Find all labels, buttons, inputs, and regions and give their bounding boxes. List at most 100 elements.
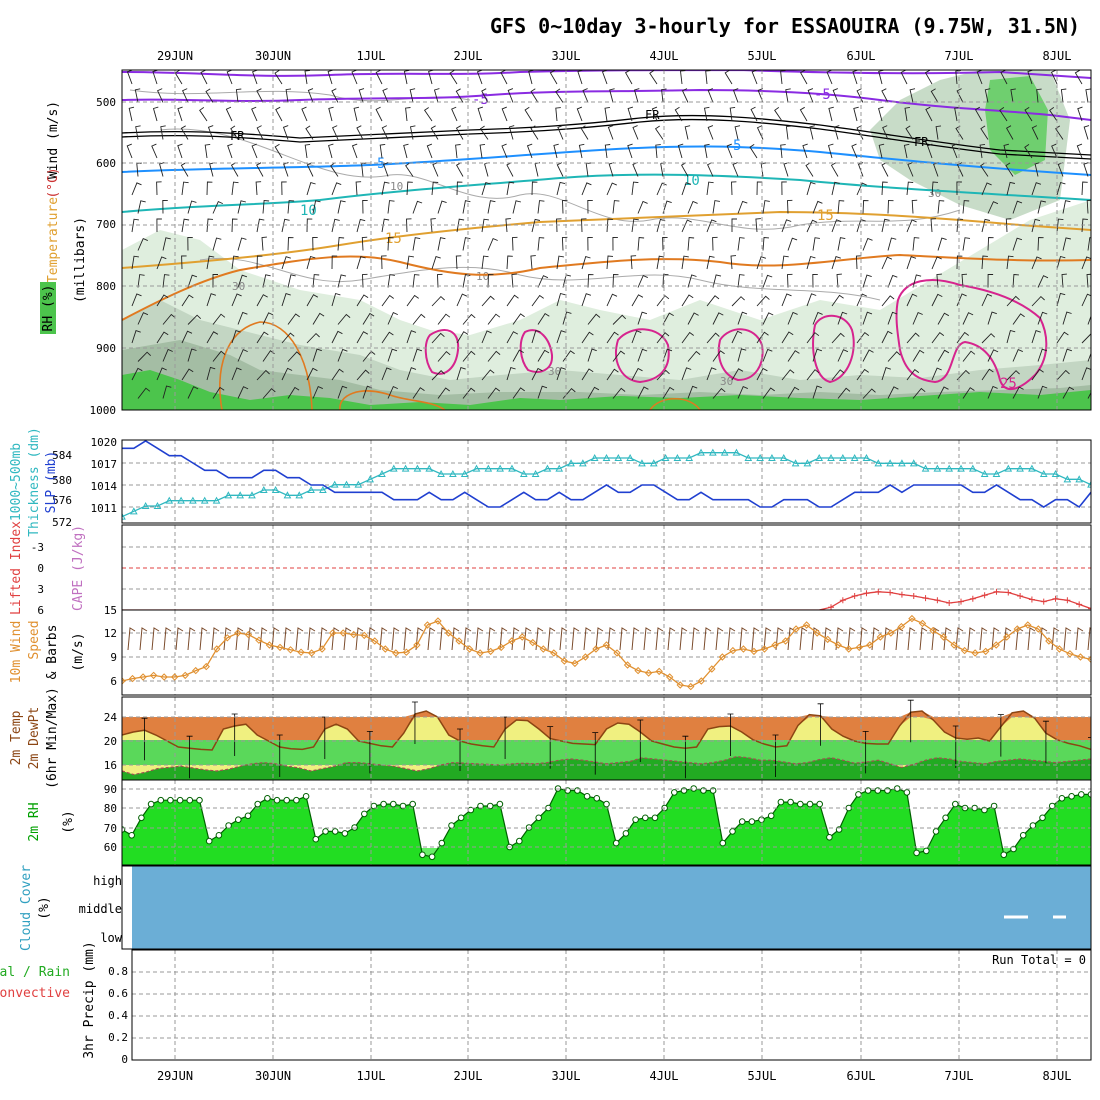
- rh-tick: 80: [104, 802, 117, 815]
- upper-barb: [956, 218, 964, 233]
- upper-barb: [283, 162, 289, 177]
- thickness-point: [319, 485, 327, 493]
- date-label-top: 29JUN: [157, 49, 193, 63]
- wind-barb: [835, 627, 844, 651]
- upper-barb: [1087, 237, 1091, 251]
- rh-label: 30: [928, 187, 941, 200]
- thickness-point: [886, 459, 894, 467]
- wind-speed-point: [170, 673, 179, 681]
- upper-barb: [362, 273, 368, 288]
- thickness-point: [720, 448, 729, 456]
- upper-barb: [455, 88, 464, 103]
- wind-speed-point: [265, 641, 274, 649]
- precip-axis-label: 3hr Precip (mm): [82, 941, 97, 1058]
- wind-barb: [991, 627, 1000, 651]
- pressure-tick: 500: [96, 96, 116, 109]
- upper-barb: [654, 125, 664, 140]
- upper-barb: [500, 70, 508, 85]
- upper-barb: [251, 143, 258, 159]
- upper-barb: [856, 88, 864, 103]
- upper-barb: [126, 70, 133, 85]
- upper-barb: [156, 331, 169, 344]
- upper-barb: [812, 311, 823, 325]
- upper-barb: [887, 274, 898, 288]
- thickness-point: [957, 464, 965, 472]
- rh-point: [1029, 822, 1037, 829]
- upper-barb: [256, 369, 270, 381]
- rh-point: [777, 798, 785, 806]
- upper-barb: [580, 125, 589, 140]
- wind-speed-point: [202, 662, 210, 671]
- thickness-point: [437, 469, 445, 477]
- upper-barb: [751, 70, 758, 85]
- upper-barb: [687, 312, 699, 325]
- cloud-unit-label: (%): [37, 896, 52, 919]
- rh-point: [816, 800, 824, 808]
- upper-barb: [306, 255, 316, 270]
- upper-barb: [356, 125, 364, 140]
- wind-barb: [331, 627, 340, 651]
- wind-speed-point: [392, 649, 400, 657]
- upper-barb: [381, 255, 387, 270]
- upper-barb: [756, 181, 763, 196]
- upper-barb: [287, 386, 300, 399]
- upper-barb: [956, 331, 969, 344]
- lifted-index-point: [1064, 597, 1071, 604]
- upper-barb: [1085, 88, 1091, 103]
- rh-point: [331, 828, 339, 835]
- upper-barb: [737, 386, 748, 399]
- upper-barb: [612, 274, 619, 288]
- temp-label-b: 2m DewPt: [27, 707, 42, 770]
- upper-barb: [737, 237, 745, 251]
- upper-barb: [437, 313, 451, 325]
- upper-barb: [204, 143, 211, 159]
- rh-point: [399, 802, 407, 810]
- upper-barb: [799, 70, 808, 85]
- wind-speed-point: [960, 646, 969, 655]
- upper-barb: [1031, 295, 1045, 307]
- wind-speed-point: [465, 645, 474, 653]
- upper-barb: [312, 386, 323, 399]
- rh-point: [186, 796, 194, 804]
- upper-barb: [649, 70, 658, 85]
- upper-barb: [631, 181, 639, 196]
- wind-speed-point: [497, 643, 505, 652]
- upper-barb: [381, 367, 392, 381]
- upper-barb: [787, 350, 800, 362]
- upper-barb: [562, 311, 572, 325]
- wind-label-c: & Barbs: [45, 625, 60, 680]
- upper-barb: [337, 313, 351, 325]
- rh-point: [583, 793, 591, 800]
- lifted-index-point: [887, 589, 894, 596]
- upper-barb: [612, 350, 626, 362]
- lifted-index-point: [910, 593, 917, 599]
- upper-barb: [412, 387, 425, 399]
- wind-speed-point: [1045, 637, 1053, 645]
- upper-barb: [712, 274, 722, 288]
- upper-barb: [781, 181, 787, 196]
- upper-barb: [481, 255, 489, 270]
- upper-barb: [937, 237, 947, 251]
- thickness-point: [933, 464, 942, 472]
- upper-barb: [1081, 293, 1091, 307]
- wind-speed-point: [328, 629, 337, 637]
- upper-barb: [956, 88, 964, 103]
- upper-barb: [862, 349, 874, 362]
- thickness-point: [791, 459, 800, 467]
- temp-label: 15: [385, 231, 402, 247]
- rh-point: [370, 802, 378, 810]
- upper-barb: [680, 162, 689, 177]
- upper-barb: [1081, 256, 1091, 270]
- upper-barb: [687, 274, 697, 288]
- upper-barb: [799, 106, 808, 122]
- upper-barb: [627, 106, 634, 122]
- upper-barb: [256, 88, 264, 103]
- rh-point: [990, 802, 998, 810]
- wind-speed-point: [192, 666, 200, 675]
- upper-barb: [937, 386, 949, 399]
- upper-barb: [781, 369, 795, 381]
- upper-barb: [655, 144, 661, 159]
- wind-barb: [1027, 627, 1036, 651]
- upper-barb: [881, 330, 893, 344]
- temp-tick: 16: [104, 759, 117, 772]
